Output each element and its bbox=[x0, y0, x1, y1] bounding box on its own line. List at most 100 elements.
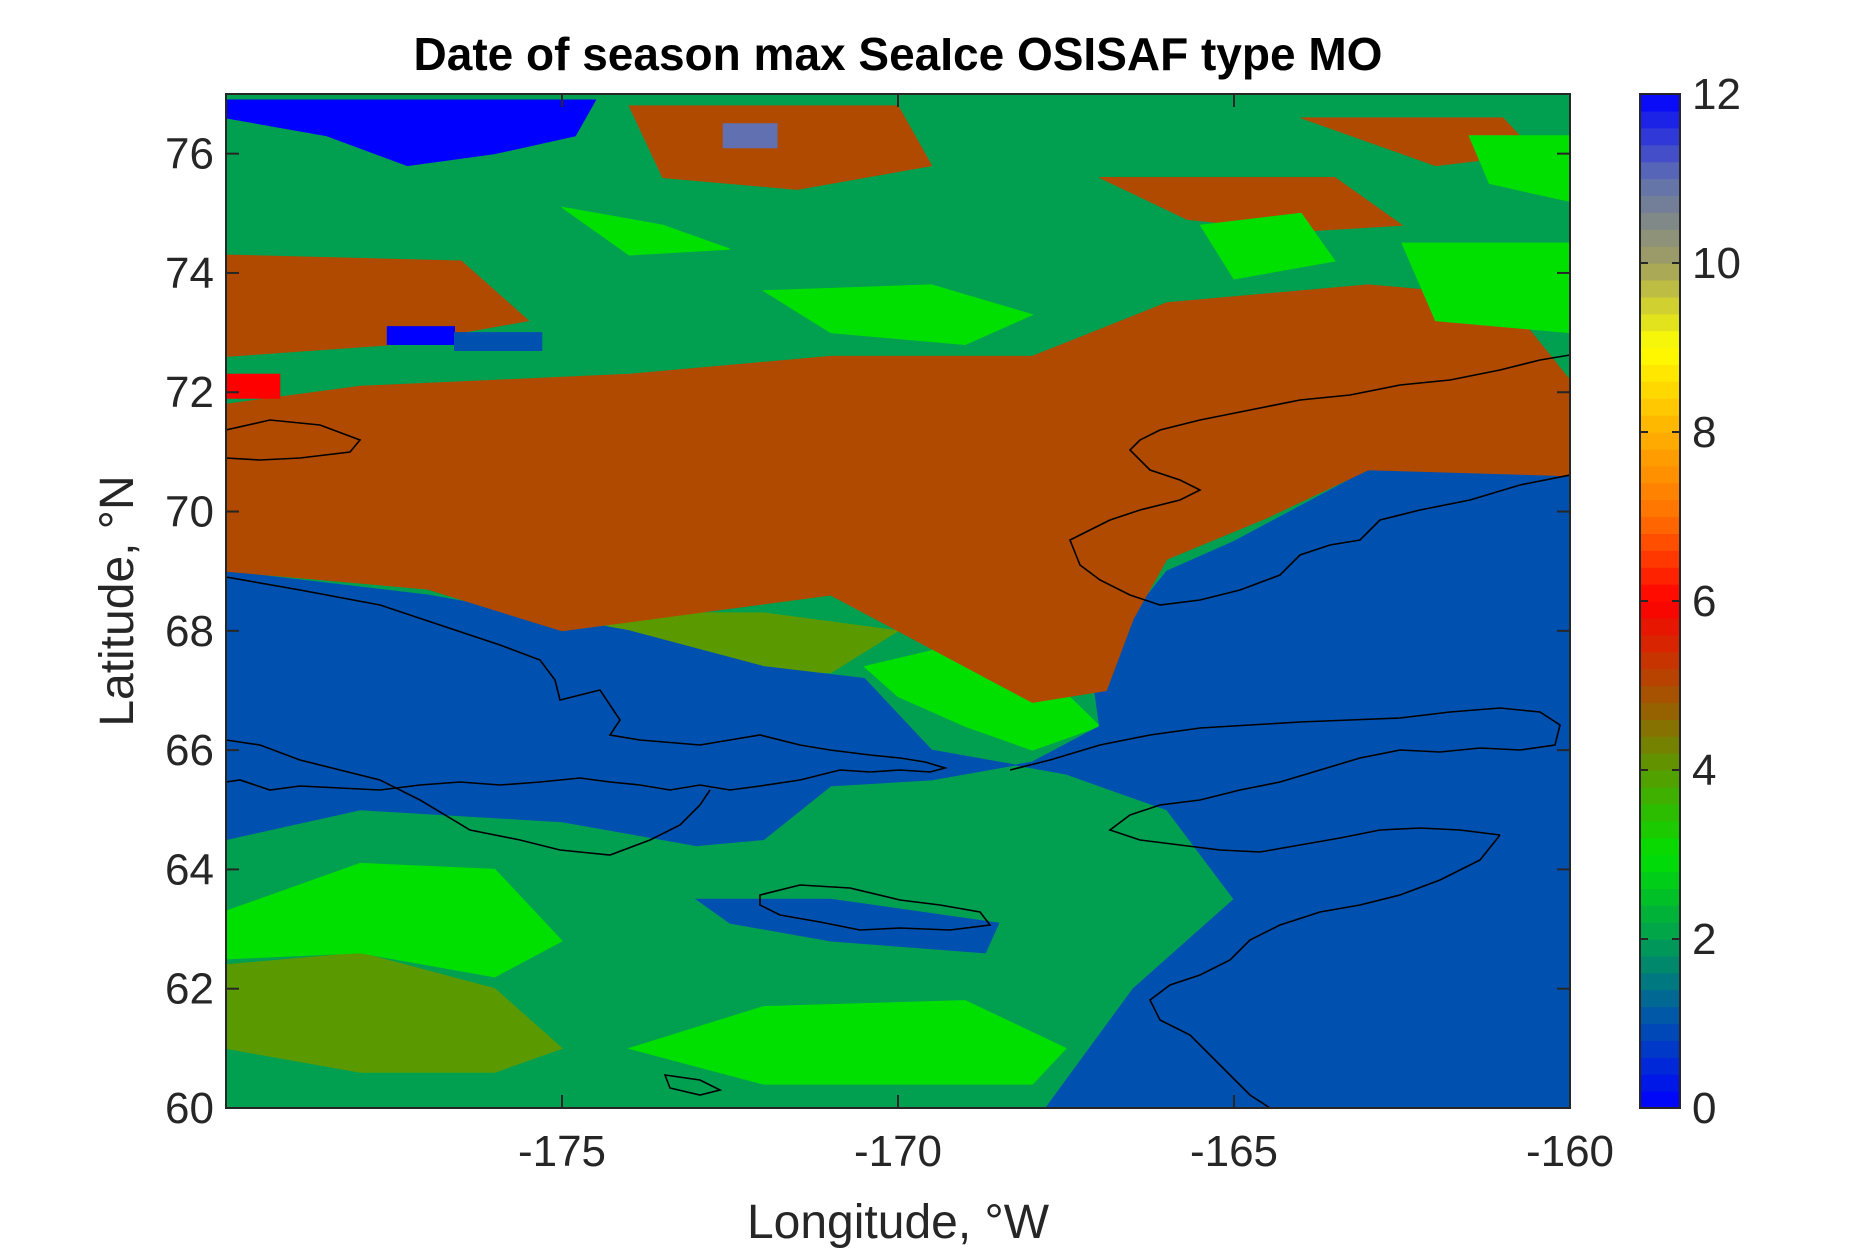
heatmap-region bbox=[226, 373, 281, 399]
colorbar-segment bbox=[1640, 922, 1680, 940]
colorbar-segment bbox=[1640, 989, 1680, 1008]
colorbar-segment bbox=[1640, 533, 1680, 551]
y-tick-label: 66 bbox=[165, 726, 214, 775]
colorbar-tick-label: 12 bbox=[1692, 70, 1741, 119]
colorbar-segment bbox=[1640, 888, 1680, 906]
colorbar-tick-label: 10 bbox=[1692, 239, 1741, 288]
heatmap-region bbox=[627, 1000, 1067, 1085]
heatmap-region bbox=[561, 206, 731, 256]
colorbar-segment bbox=[1640, 719, 1680, 737]
colorbar-segment bbox=[1640, 617, 1680, 636]
coastline-st-lawrence bbox=[759, 884, 992, 931]
coastline-st-matthew bbox=[663, 1074, 723, 1096]
colorbar-segment bbox=[1640, 905, 1680, 923]
colorbar-segment bbox=[1640, 144, 1680, 163]
colorbar-segment bbox=[1640, 381, 1680, 399]
colorbar-segment bbox=[1640, 803, 1680, 822]
colorbar-segment bbox=[1640, 330, 1680, 349]
colorbar-segment bbox=[1640, 127, 1680, 146]
colorbar-segment bbox=[1640, 1057, 1680, 1075]
colorbar-segment bbox=[1640, 854, 1680, 872]
colorbar-segment bbox=[1640, 246, 1680, 264]
colorbar-segment bbox=[1640, 567, 1680, 585]
coastline-chukotka bbox=[226, 576, 948, 791]
heatmap-region bbox=[226, 284, 1570, 703]
coastline-layer bbox=[226, 354, 1570, 1108]
colorbar-tick-label: 2 bbox=[1692, 915, 1716, 964]
colorbar-segment bbox=[1640, 263, 1680, 281]
colorbar-segment bbox=[1640, 313, 1680, 332]
colorbar-segment bbox=[1640, 398, 1680, 416]
heatmap-region bbox=[722, 123, 778, 149]
colorbar-segment bbox=[1640, 685, 1680, 703]
colorbar-segment bbox=[1640, 1023, 1680, 1041]
colorbar-segment bbox=[1640, 770, 1680, 788]
y-tick-label: 72 bbox=[165, 368, 214, 417]
colorbar-segment bbox=[1640, 668, 1680, 687]
colorbar-segment bbox=[1640, 939, 1680, 957]
colorbar-segment bbox=[1640, 1006, 1680, 1025]
colorbar-segment bbox=[1640, 415, 1680, 433]
colorbar-segment bbox=[1640, 296, 1680, 315]
colorbar-segment bbox=[1640, 465, 1680, 484]
heatmap-region bbox=[226, 99, 597, 167]
coastline-alaska bbox=[1068, 354, 1570, 606]
colorbar-segment bbox=[1640, 432, 1680, 450]
y-tick-label: 60 bbox=[165, 1084, 214, 1133]
coastline-alaska-west bbox=[1148, 834, 1501, 1108]
colorbar-segment bbox=[1640, 229, 1680, 247]
colorbar-segment bbox=[1640, 516, 1680, 534]
colorbar-segment bbox=[1640, 279, 1680, 298]
x-tick-label: -160 bbox=[1526, 1127, 1614, 1176]
coastline-chukotka-south bbox=[226, 739, 711, 856]
heatmap-region bbox=[761, 284, 1034, 346]
coastline-wrangel bbox=[226, 419, 362, 461]
colorbar-segment bbox=[1640, 634, 1680, 653]
colorbar-segment bbox=[1640, 820, 1680, 839]
colorbar-segment bbox=[1640, 364, 1680, 382]
y-tick-label: 70 bbox=[165, 488, 214, 537]
colorbar-segment bbox=[1640, 736, 1680, 754]
heatmap-region bbox=[694, 898, 1000, 954]
colorbar-segment bbox=[1640, 347, 1680, 365]
colorbar: 0 2 4 6 8 10 12 bbox=[1639, 70, 1741, 1133]
colorbar-segment bbox=[1640, 753, 1680, 771]
colorbar-segment bbox=[1640, 448, 1680, 467]
colorbar-tick-label: 0 bbox=[1692, 1084, 1716, 1133]
y-tick-label: 62 bbox=[165, 965, 214, 1014]
colorbar-segment bbox=[1640, 212, 1680, 230]
y-axis-label: Latitude, °N bbox=[91, 475, 144, 726]
colorbar-tick-label: 6 bbox=[1692, 577, 1716, 626]
heatmap-region bbox=[454, 332, 543, 351]
colorbar-segment bbox=[1640, 195, 1680, 213]
colorbar-segment bbox=[1640, 178, 1680, 196]
heatmap-region bbox=[386, 326, 455, 345]
chart-title: Date of season max SeaIce OSISAF type MO bbox=[414, 28, 1383, 80]
y-tick-label: 76 bbox=[165, 130, 214, 179]
y-tick-label: 64 bbox=[165, 845, 214, 894]
colorbar-segment bbox=[1640, 601, 1680, 619]
x-tick-label: -175 bbox=[518, 1127, 606, 1176]
x-axis-label: Longitude, °W bbox=[747, 1196, 1050, 1249]
colorbar-segment bbox=[1640, 1040, 1680, 1058]
heatmap-region bbox=[628, 105, 933, 190]
heatmap-region bbox=[226, 862, 563, 978]
x-tick-label: -165 bbox=[1190, 1127, 1278, 1176]
heatmap-region bbox=[1199, 212, 1336, 280]
colorbar-segment bbox=[1640, 482, 1680, 501]
colorbar-segment bbox=[1640, 651, 1680, 670]
heatmap-region bbox=[1099, 177, 1404, 232]
colorbar-segment bbox=[1640, 584, 1680, 602]
colorbar-segment bbox=[1640, 837, 1680, 856]
heatmap-region bbox=[1401, 242, 1570, 334]
colorbar-segment bbox=[1640, 871, 1680, 889]
colorbar-segment bbox=[1640, 94, 1680, 112]
colorbar-segment bbox=[1640, 550, 1680, 568]
y-tick-label: 74 bbox=[165, 249, 214, 298]
colorbar-segment bbox=[1640, 702, 1680, 720]
colorbar-segment bbox=[1640, 499, 1680, 518]
x-tick-label: -170 bbox=[854, 1127, 942, 1176]
colorbar-segment bbox=[1640, 1074, 1680, 1092]
